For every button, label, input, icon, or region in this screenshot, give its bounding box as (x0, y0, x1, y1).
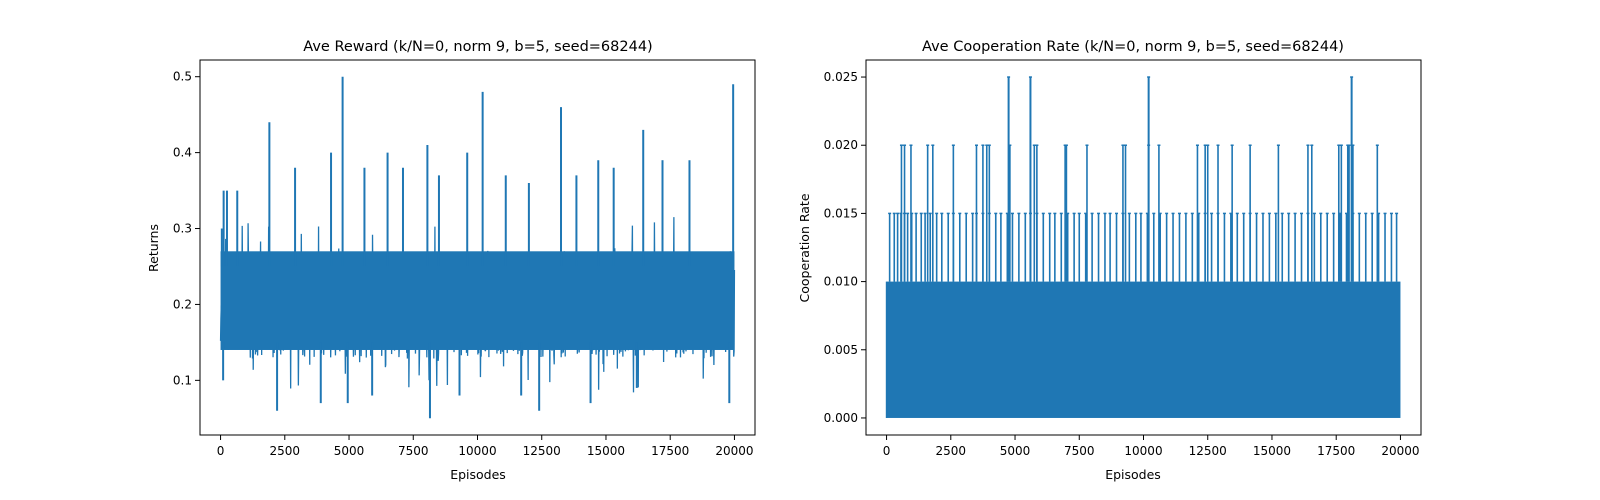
y-tick-label: 0.025 (824, 70, 858, 84)
x-tick-label: 20000 (715, 444, 753, 458)
y-tick-label: 0.5 (173, 70, 192, 84)
reward-x-axis-label: Episodes (450, 467, 506, 482)
x-tick-label: 12500 (1189, 444, 1227, 458)
x-tick-label: 5000 (1000, 444, 1031, 458)
y-tick-label: 0.020 (824, 138, 858, 152)
x-tick-label: 10000 (1124, 444, 1162, 458)
x-tick-label: 17500 (1317, 444, 1355, 458)
reward-plot-area (219, 76, 736, 419)
y-tick-label: 0.3 (173, 222, 192, 236)
reward-y-axis: 0.1 0.2 0.3 0.4 0.5 (173, 70, 200, 387)
cooperation-x-axis: 0 2500 5000 7500 10000 12500 15000 17500 20000 (883, 435, 1420, 458)
y-tick-label: 0.4 (173, 146, 192, 160)
x-tick-label: 20000 (1381, 444, 1419, 458)
x-tick-label: 10000 (458, 444, 496, 458)
x-tick-label: 2500 (270, 444, 301, 458)
y-tick-label: 0.000 (824, 411, 858, 425)
cooperation-chart: Ave Cooperation Rate (k/N=0, norm 9, b=5… (797, 39, 1422, 482)
x-tick-label: 2500 (936, 444, 967, 458)
x-tick-label: 7500 (1064, 444, 1095, 458)
y-tick-label: 0.1 (173, 373, 192, 387)
x-tick-label: 15000 (1253, 444, 1291, 458)
reward-series-band (220, 251, 735, 350)
reward-axes-frame (199, 59, 756, 436)
reward-x-axis: 0 2500 5000 7500 10000 12500 15000 17500 20000 (217, 435, 754, 458)
cooperation-y-axis-label: Cooperation Rate (797, 193, 812, 302)
x-tick-label: 17500 (651, 444, 689, 458)
y-tick-label: 0.005 (824, 343, 858, 357)
x-tick-label: 15000 (587, 444, 625, 458)
reward-chart: Ave Reward (k/N=0, norm 9, b=5, seed=682… (146, 39, 756, 482)
y-tick-label: 0.015 (824, 206, 858, 220)
x-tick-label: 7500 (398, 444, 429, 458)
x-tick-label: 5000 (334, 444, 365, 458)
cooperation-chart-title: Ave Cooperation Rate (k/N=0, norm 9, b=5… (922, 39, 1344, 55)
reward-chart-title: Ave Reward (k/N=0, norm 9, b=5, seed=682… (303, 39, 652, 55)
cooperation-x-axis-label: Episodes (1105, 467, 1161, 482)
reward-y-axis-label: Returns (146, 224, 161, 272)
cooperation-series-band (886, 281, 1401, 418)
cooperation-y-axis: 0.000 0.005 0.010 0.015 0.020 0.025 (824, 70, 866, 425)
x-tick-label: 0 (883, 444, 891, 458)
y-tick-label: 0.010 (824, 275, 858, 289)
x-tick-label: 0 (217, 444, 225, 458)
cooperation-plot-area (885, 76, 1401, 418)
y-tick-label: 0.2 (173, 297, 192, 311)
x-tick-label: 12500 (523, 444, 561, 458)
